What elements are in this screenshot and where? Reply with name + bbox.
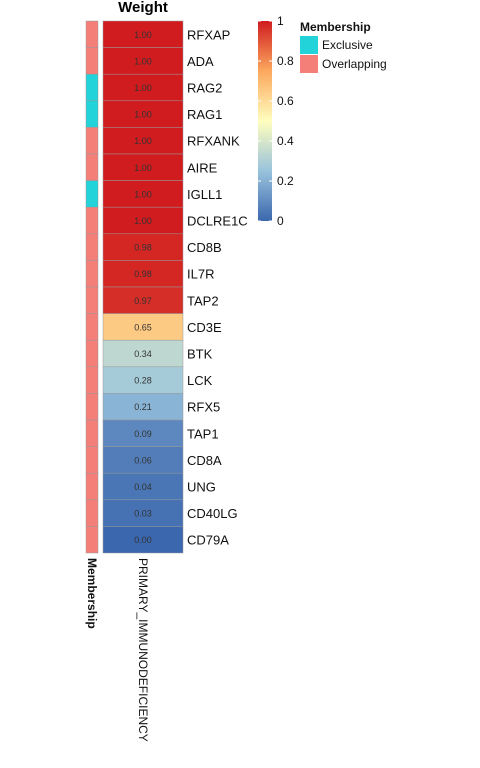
- membership-cell-lck: [85, 366, 99, 394]
- cell-value-label: 1.00: [134, 56, 152, 66]
- gene-label-rfx5: RFX5: [187, 400, 220, 415]
- membership-cell-igll1: [85, 180, 99, 208]
- cell-value-label: 1.00: [134, 189, 152, 199]
- gene-label-rag2: RAG2: [187, 81, 222, 96]
- gene-label-tap2: TAP2: [187, 293, 219, 308]
- gene-label-igll1: IGLL1: [187, 187, 222, 202]
- heatmap-cell-tap1: [102, 419, 184, 447]
- colorbar-tick-label: 0.8: [277, 54, 294, 68]
- membership-axis-label: Membership: [85, 558, 99, 629]
- heatmap-cell-dclre1c: [102, 206, 184, 235]
- gene-label-lck: LCK: [187, 373, 213, 388]
- gene-label-ada: ADA: [187, 54, 214, 69]
- gene-label-rfxank: RFXANK: [187, 134, 240, 149]
- cell-value-label: 1.00: [134, 216, 152, 226]
- membership-cell-ada: [85, 47, 99, 75]
- membership-cell-rag1: [85, 100, 99, 128]
- gene-label-rag1: RAG1: [187, 107, 222, 122]
- heatmap-cell-rfx5: [102, 393, 184, 421]
- cell-value-label: 0.21: [134, 402, 152, 412]
- gene-label-ung: UNG: [187, 480, 216, 495]
- heatmap-cell-ada: [102, 47, 184, 75]
- legend-label-exclusive: Exclusive: [322, 38, 373, 52]
- colorbar-tick-label: 0.6: [277, 94, 294, 108]
- membership-bar: [85, 20, 99, 554]
- cell-value-label: 0.06: [134, 455, 152, 465]
- gene-label-btk: BTK: [187, 347, 213, 362]
- membership-cell-rfxap: [85, 20, 99, 48]
- heatmap-cell-tap2: [102, 286, 184, 314]
- membership-cell-tap2: [85, 286, 99, 314]
- gene-label-cd40lg: CD40LG: [187, 506, 238, 521]
- cell-value-label: 0.00: [134, 535, 152, 545]
- gene-label-rfxap: RFXAP: [187, 27, 230, 42]
- membership-cell-rfx5: [85, 393, 99, 421]
- heatmap-cell-rag1: [102, 100, 184, 128]
- membership-cell-cd3e: [85, 313, 99, 341]
- gene-label-il7r: IL7R: [187, 267, 214, 282]
- legend-swatch-overlapping: [300, 55, 318, 73]
- legend-title: Membership: [300, 20, 371, 34]
- membership-cell-cd8a: [85, 446, 99, 474]
- membership-cell-cd79a: [85, 526, 99, 554]
- heatmap-cell-cd8a: [102, 446, 184, 474]
- cell-value-label: 0.34: [134, 349, 152, 359]
- heatmap-cell-ung: [102, 472, 184, 501]
- colorbar-tick-label: 0.4: [277, 134, 294, 148]
- gene-label-tap1: TAP1: [187, 426, 219, 441]
- membership-cell-rfxank: [85, 127, 99, 155]
- membership-cell-tap1: [85, 419, 99, 447]
- cell-value-label: 0.09: [134, 429, 152, 439]
- heatmap-cell-il7r: [102, 260, 184, 288]
- column-label: PRIMARY_IMMUNODEFICIENCY: [136, 558, 150, 742]
- cell-value-label: 1.00: [134, 30, 152, 40]
- gene-label-aire: AIRE: [187, 160, 218, 175]
- colorbar: 1 0.8 0.6 0.4 0.2 0: [258, 14, 294, 228]
- heatmap-cell-cd79a: [102, 526, 184, 554]
- membership-cell-cd8b: [85, 233, 99, 261]
- legend-swatch-exclusive: [300, 36, 318, 54]
- cell-value-label: 0.28: [134, 376, 152, 386]
- gene-label-dclre1c: DCLRE1C: [187, 214, 248, 229]
- cell-value-label: 0.98: [134, 243, 152, 253]
- gene-label-cd79a: CD79A: [187, 533, 229, 548]
- colorbar-tick-label: 1: [277, 14, 284, 28]
- chart-title: Weight: [118, 0, 168, 16]
- membership-cell-aire: [85, 153, 99, 181]
- membership-cell-cd40lg: [85, 499, 99, 527]
- heatmap-cells: 1.00 1.00 1.00 1.00 1.00 1.00 1.00 1.00 0.98 0.98…: [102, 20, 184, 554]
- gene-label-cd8a: CD8A: [187, 453, 222, 468]
- cell-value-label: 0.03: [134, 509, 152, 519]
- heatmap-cell-cd40lg: [102, 499, 184, 527]
- heatmap-cell-lck: [102, 366, 184, 394]
- membership-legend: Membership Exclusive Overlapping: [300, 20, 387, 73]
- cell-value-label: 0.65: [134, 322, 152, 332]
- colorbar-gradient: [258, 21, 272, 221]
- colorbar-tick-label: 0.2: [277, 174, 294, 188]
- gene-labels: RFXAP ADA RAG2 RAG1 RFXANK AIRE IGLL1 DCLRE1C CD…: [187, 27, 248, 547]
- membership-cell-ung: [85, 472, 99, 501]
- heatmap-cell-btk: [102, 339, 184, 368]
- cell-value-label: 1.00: [134, 163, 152, 173]
- cell-value-label: 0.04: [134, 482, 152, 492]
- gene-label-cd3e: CD3E: [187, 320, 222, 335]
- membership-cell-rag2: [85, 73, 99, 102]
- heatmap-cell-rfxap: [102, 20, 184, 48]
- cell-value-label: 1.00: [134, 110, 152, 120]
- heatmap-cell-rfxank: [102, 127, 184, 155]
- heatmap-cell-rag2: [102, 73, 184, 102]
- cell-value-label: 0.97: [134, 296, 152, 306]
- membership-cell-btk: [85, 339, 99, 368]
- legend-label-overlapping: Overlapping: [322, 57, 387, 71]
- colorbar-tick-label: 0: [277, 214, 284, 228]
- cell-value-label: 0.98: [134, 269, 152, 279]
- cell-value-label: 1.00: [134, 83, 152, 93]
- cell-value-label: 1.00: [134, 136, 152, 146]
- heatmap-cell-cd3e: [102, 313, 184, 341]
- gene-label-cd8b: CD8B: [187, 240, 222, 255]
- membership-cell-dclre1c: [85, 206, 99, 235]
- membership-cell-il7r: [85, 260, 99, 288]
- heatmap-cell-aire: [102, 153, 184, 181]
